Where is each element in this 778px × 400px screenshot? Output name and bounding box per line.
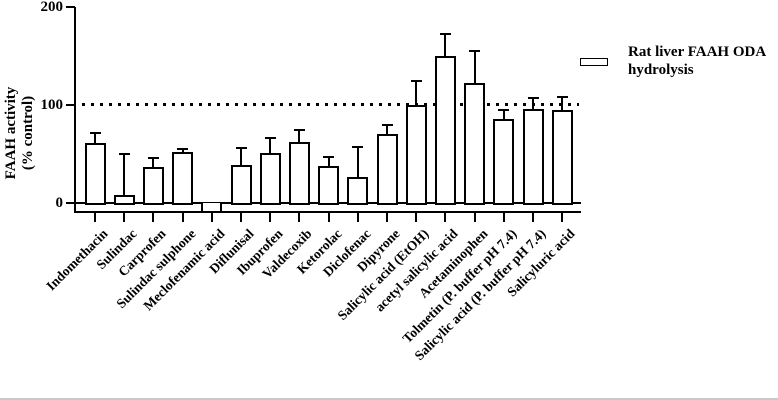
bar-meclofenamic-acid [201, 203, 223, 213]
error-bar [444, 34, 447, 56]
error-bar [356, 147, 359, 177]
bar-diclofenac [347, 176, 369, 205]
error-bar-cap [235, 147, 247, 150]
error-bar-cap [410, 79, 422, 82]
figure-bottom-border [0, 398, 778, 400]
legend-swatch-icon [580, 58, 608, 66]
x-tick-mark [532, 213, 534, 222]
bar-sulindac-sulphone [172, 152, 194, 205]
bar-valdecoxib [288, 142, 310, 205]
legend-text: Rat liver FAAH ODA hydrolysis [628, 44, 778, 79]
error-bar-cap [527, 97, 539, 100]
error-bar [181, 149, 184, 153]
x-tick-mark [473, 213, 476, 222]
error-bar-cap [293, 129, 305, 132]
legend-text-line2: hydrolysis [628, 61, 694, 78]
y-tick-mark [66, 202, 75, 204]
x-tick-mark [327, 213, 330, 222]
bar-dipyrone [376, 134, 398, 205]
reference-line-100 [82, 103, 579, 106]
error-bar [269, 138, 272, 153]
error-bar [152, 157, 155, 167]
bar-ketorolac [318, 165, 340, 205]
error-bar [386, 124, 388, 135]
y-tick-mark [66, 104, 75, 106]
bar-carprofen [142, 166, 164, 205]
x-tick-mark [152, 213, 155, 222]
error-bar [298, 130, 301, 143]
x-tick-mark [502, 213, 505, 222]
error-bar-cap [147, 156, 159, 159]
error-bar-cap [469, 50, 481, 53]
error-bar-cap [352, 146, 364, 149]
x-tick-mark [240, 213, 242, 222]
bar-acetyl-salicylic-acid [434, 56, 456, 205]
y-tick-label: 100 [40, 97, 64, 113]
y-axis-line [74, 7, 76, 213]
x-tick-mark [444, 213, 447, 222]
error-bar-cap [556, 96, 568, 99]
y-axis-title: FAAH activity (% control) [3, 68, 39, 198]
error-bar [502, 109, 505, 119]
error-bar [123, 154, 126, 196]
y-tick-label: 200 [40, 0, 64, 15]
bar-acetaminophen [464, 83, 486, 205]
error-bar [327, 156, 330, 166]
x-tick-mark [298, 213, 301, 222]
error-bar-cap [118, 153, 130, 155]
x-tick-mark [386, 213, 388, 222]
x-axis-line [74, 211, 581, 213]
error-bar-cap [264, 137, 276, 140]
bar-salicyluric-acid [551, 109, 573, 205]
x-tick-mark [94, 213, 96, 222]
error-bar-cap [498, 108, 510, 111]
bar-salicylic-acid-etoh [405, 105, 427, 205]
x-tick-mark [123, 213, 126, 222]
bar-ibuprofen [259, 153, 281, 205]
x-tick-mark [269, 213, 272, 222]
error-bar [532, 98, 534, 109]
legend-text-line1: Rat liver FAAH ODA [628, 44, 767, 60]
y-axis-title-line2: (% control) [20, 95, 36, 171]
bar-indomethacin [84, 143, 106, 205]
y-tick-label: 0 [55, 195, 64, 211]
bar-tolmetin-p-buffer-ph-7-4 [493, 118, 515, 205]
error-bar-cap [439, 33, 451, 36]
error-bar [94, 133, 96, 144]
error-bar-cap [323, 155, 335, 158]
y-tick-mark [66, 6, 75, 8]
x-tick-mark [210, 213, 213, 222]
x-tick-mark [181, 213, 184, 222]
error-bar [415, 80, 418, 105]
error-bar-cap [381, 123, 393, 126]
x-tick-mark [561, 213, 564, 222]
x-tick-mark [415, 213, 418, 222]
error-bar [473, 51, 476, 84]
error-bar [561, 97, 564, 110]
bar-salicylic-acid-p-buffer-ph-7-4 [522, 108, 544, 205]
error-bar [240, 148, 242, 165]
error-bar-cap [177, 148, 189, 151]
error-bar-cap [89, 132, 101, 135]
x-tick-mark [356, 213, 359, 222]
bar-sulindac [113, 195, 135, 205]
bar-diflunisal [230, 164, 252, 205]
y-axis-title-line1: FAAH activity [3, 86, 19, 180]
